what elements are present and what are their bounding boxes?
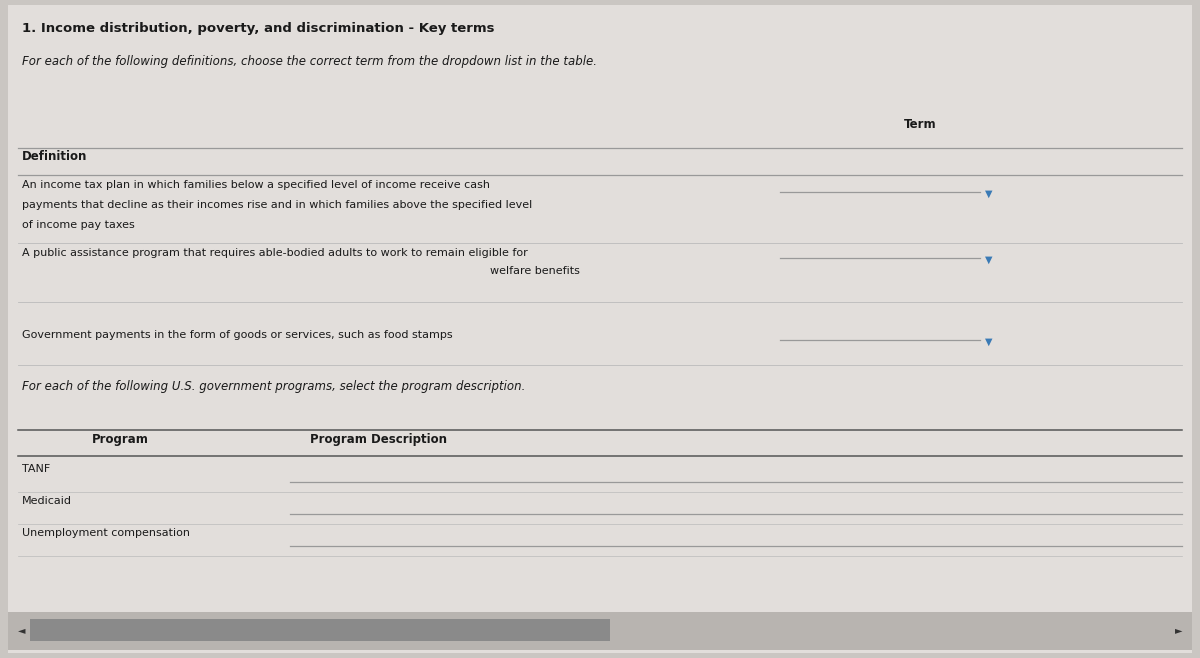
Text: Medicaid: Medicaid — [22, 496, 72, 506]
Text: Program: Program — [91, 433, 149, 446]
Bar — [8, 612, 1192, 650]
Text: 1. Income distribution, poverty, and discrimination - Key terms: 1. Income distribution, poverty, and dis… — [22, 22, 494, 35]
Text: Unemployment compensation: Unemployment compensation — [22, 528, 190, 538]
Text: For each of the following U.S. government programs, select the program descripti: For each of the following U.S. governmen… — [22, 380, 526, 393]
Text: ▼: ▼ — [985, 189, 992, 199]
Text: ▼: ▼ — [985, 337, 992, 347]
Bar — [30, 619, 610, 641]
Text: Definition: Definition — [22, 150, 88, 163]
Text: ▼: ▼ — [985, 255, 992, 265]
Text: A public assistance program that requires able-bodied adults to work to remain e: A public assistance program that require… — [22, 248, 528, 258]
Text: ◄: ◄ — [18, 625, 25, 635]
Text: TANF: TANF — [22, 464, 50, 474]
Text: ►: ► — [1175, 625, 1182, 635]
Text: Program Description: Program Description — [310, 433, 446, 446]
Text: payments that decline as their incomes rise and in which families above the spec: payments that decline as their incomes r… — [22, 200, 533, 210]
Text: Term: Term — [904, 118, 936, 131]
Text: An income tax plan in which families below a specified level of income receive c: An income tax plan in which families bel… — [22, 180, 490, 190]
Text: of income pay taxes: of income pay taxes — [22, 220, 134, 230]
Text: Government payments in the form of goods or services, such as food stamps: Government payments in the form of goods… — [22, 330, 452, 340]
Text: welfare benefits: welfare benefits — [490, 266, 580, 276]
Text: For each of the following definitions, choose the correct term from the dropdown: For each of the following definitions, c… — [22, 55, 598, 68]
